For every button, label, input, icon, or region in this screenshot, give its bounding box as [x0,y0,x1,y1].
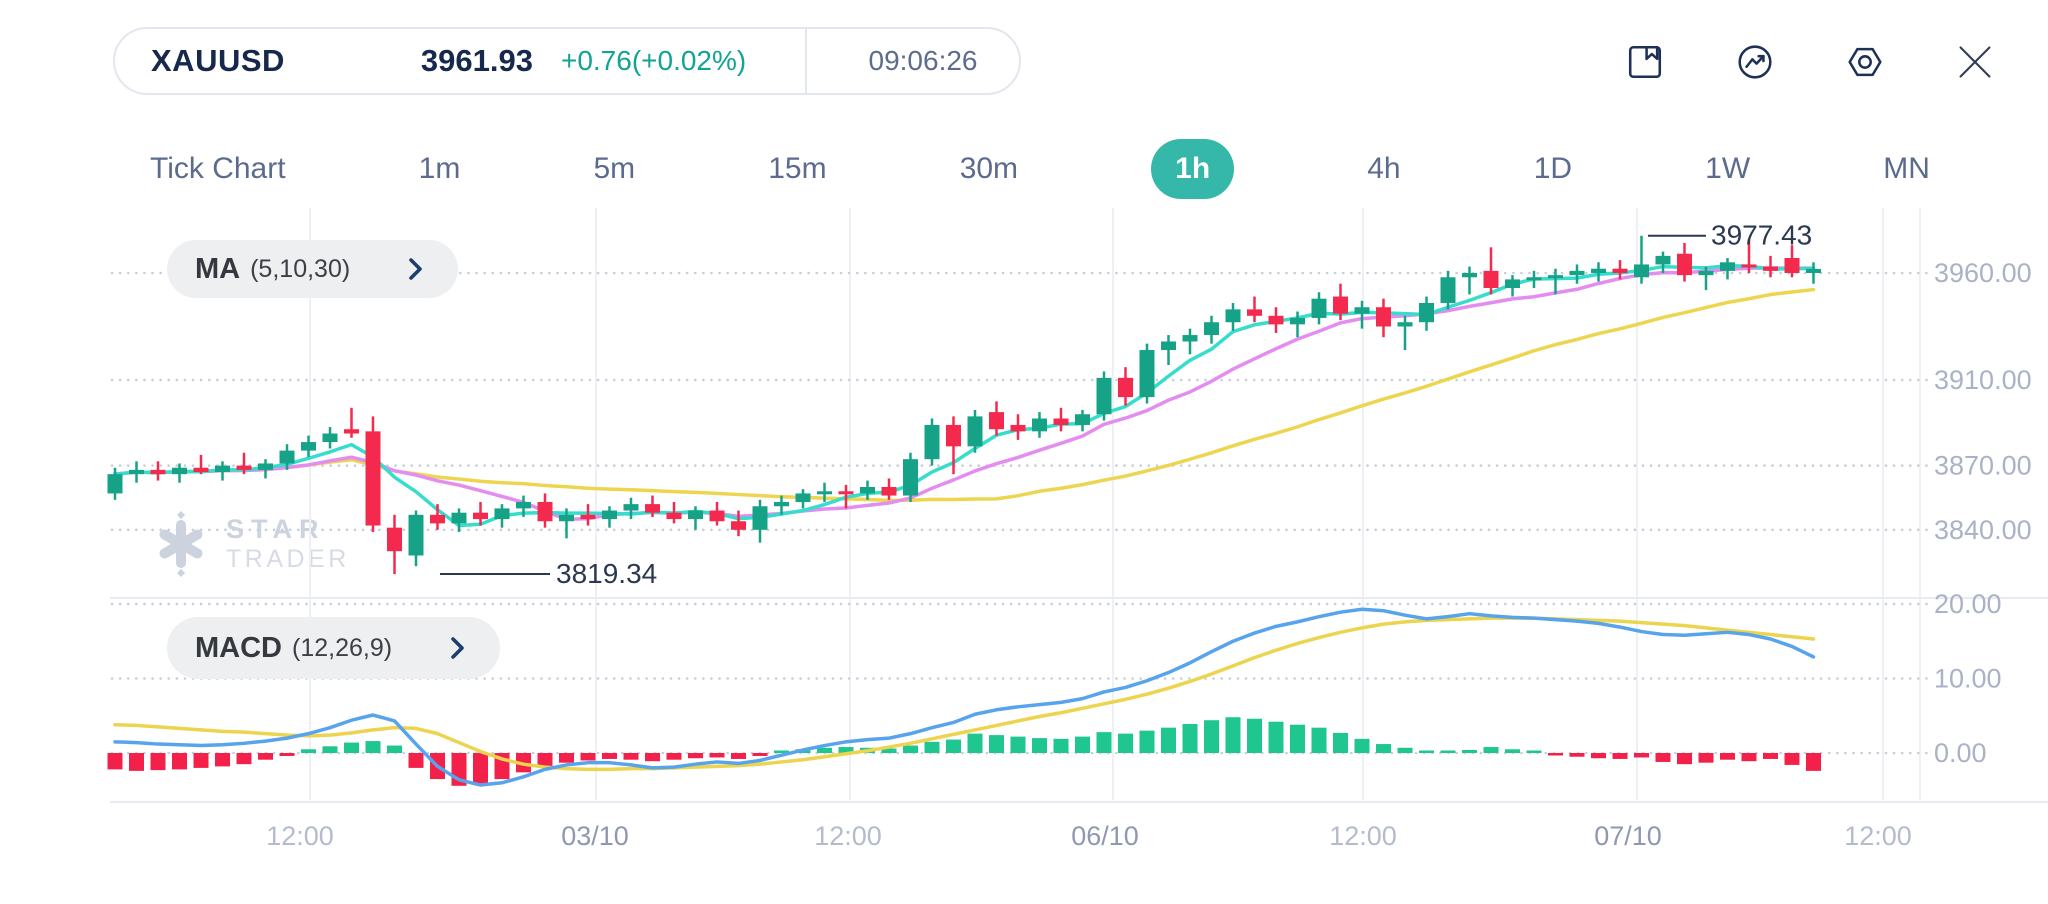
svg-text:12:00: 12:00 [1329,821,1397,851]
settings-hex-icon [1848,47,1882,77]
chevron-right-icon [451,637,464,659]
macd-label: MACD [195,631,282,664]
svg-text:3819.34: 3819.34 [556,558,657,589]
star-logo-icon [159,511,203,577]
tab-mn[interactable]: MN [1883,152,1930,185]
price-change: +0.76(+0.02%) [560,45,747,76]
divider [805,29,807,93]
tab-tick-chart[interactable]: Tick Chart [150,152,286,185]
svg-text:03/10: 03/10 [561,821,629,851]
chart-toolbar [1625,42,1995,82]
tab-1d[interactable]: 1D [1533,152,1573,185]
tab-1h-active[interactable]: 1h [1151,139,1235,199]
svg-text:0.00: 0.00 [1934,738,1987,768]
trend-circle-icon [1738,45,1772,79]
trend-button[interactable] [1735,42,1775,82]
svg-text:3840.00: 3840.00 [1934,515,2032,545]
symbol-quote-bar[interactable]: XAUUSD 3961.93 +0.76(+0.02%) 09:06:26 [113,27,1021,95]
bookmark-button[interactable] [1625,42,1665,82]
svg-text:3977.43: 3977.43 [1711,220,1812,251]
tab-4h[interactable]: 4h [1367,152,1401,185]
settings-button[interactable] [1845,42,1885,82]
bookmark-icon [1628,45,1662,79]
close-button[interactable] [1955,42,1995,82]
macd-indicator-button[interactable]: MACD (12,26,9) [167,617,501,679]
tab-1w[interactable]: 1W [1705,152,1751,185]
svg-text:20.00: 20.00 [1934,589,2002,619]
last-price: 3961.93 [420,43,533,78]
svg-text:10.00: 10.00 [1934,664,2002,694]
svg-text:12:00: 12:00 [266,821,334,851]
macd-params: (12,26,9) [292,633,393,662]
ma-indicator-button[interactable]: MA (5,10,30) [167,240,459,298]
svg-text:3960.00: 3960.00 [1934,258,2032,288]
tab-15m[interactable]: 15m [768,152,827,185]
ma-params: (5,10,30) [250,254,351,283]
svg-text:12:00: 12:00 [814,821,882,851]
svg-text:3870.00: 3870.00 [1934,451,2032,481]
watermark-line2: TRADER [226,545,350,574]
server-time: 09:06:26 [868,45,978,76]
tab-1m[interactable]: 1m [418,152,461,185]
timeframe-tabs: Tick Chart 1m 5m 15m 30m 1h 4h 1D 1W MN [150,139,1930,199]
svg-text:3910.00: 3910.00 [1934,365,2032,395]
tab-30m[interactable]: 30m [959,152,1019,185]
svg-text:06/10: 06/10 [1071,821,1139,851]
ma-label: MA [195,252,241,285]
tab-5m[interactable]: 5m [593,152,636,185]
symbol-name: XAUUSD [151,43,285,78]
svg-text:07/10: 07/10 [1594,821,1662,851]
chevron-right-icon [409,258,422,280]
svg-text:12:00: 12:00 [1844,821,1912,851]
close-icon [1959,46,1991,78]
